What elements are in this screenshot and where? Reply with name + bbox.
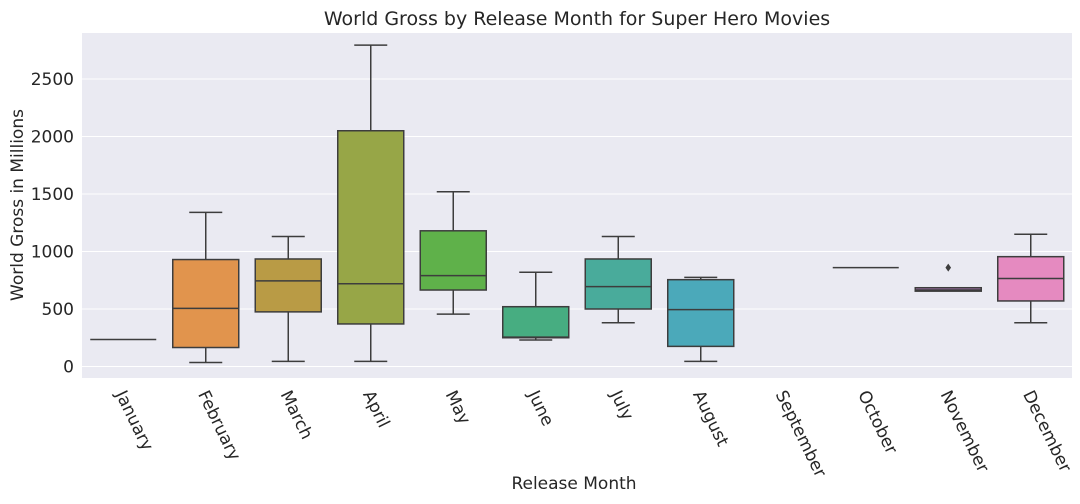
plot-area — [82, 33, 1072, 378]
x-axis-ticks: January February March April May June July Augu… — [110, 387, 1075, 481]
box-july — [584, 235, 652, 324]
box-march — [254, 235, 322, 363]
x-tick-label: February — [193, 387, 244, 463]
boxes — [90, 44, 1065, 364]
box-april — [337, 44, 405, 363]
x-tick-label: June — [523, 387, 558, 430]
x-tick-label: July — [605, 387, 637, 424]
x-tick-label: January — [110, 387, 157, 455]
box-iqr — [502, 305, 570, 339]
box-november — [914, 263, 982, 292]
box-iqr — [172, 258, 240, 349]
x-tick-label: October — [853, 387, 901, 457]
outlier-point — [945, 263, 952, 272]
y-tick-label: 1500 — [31, 185, 74, 205]
x-tick-label: May — [441, 387, 474, 427]
y-axis-ticks: 0 500 1000 1500 2000 2500 — [31, 70, 74, 378]
x-tick-label: November — [936, 387, 993, 475]
y-tick-label: 1000 — [31, 243, 74, 263]
box-iqr — [254, 258, 322, 313]
box-december — [997, 233, 1065, 324]
box-iqr — [337, 130, 405, 325]
x-axis-label: Release Month — [511, 474, 636, 494]
box-february — [172, 211, 240, 364]
x-tick-label: April — [358, 387, 393, 431]
x-tick-label: August — [688, 387, 732, 450]
y-tick-label: 500 — [42, 300, 74, 320]
y-tick-label: 0 — [63, 358, 74, 378]
box-iqr — [584, 258, 652, 310]
y-tick-label: 2000 — [31, 128, 74, 148]
grid-lines — [82, 78, 1072, 367]
x-tick-label: September — [771, 387, 830, 480]
box-may — [419, 190, 487, 315]
box-june — [502, 271, 570, 341]
x-tick-label: March — [276, 387, 317, 442]
x-tick-label: December — [1018, 387, 1075, 475]
chart-title: World Gross by Release Month for Super H… — [324, 8, 830, 30]
box-august — [667, 276, 735, 363]
box-iqr — [419, 230, 487, 291]
y-axis-label: World Gross in Millions — [8, 109, 28, 301]
box-iqr — [667, 278, 735, 348]
y-tick-label: 2500 — [31, 70, 74, 90]
